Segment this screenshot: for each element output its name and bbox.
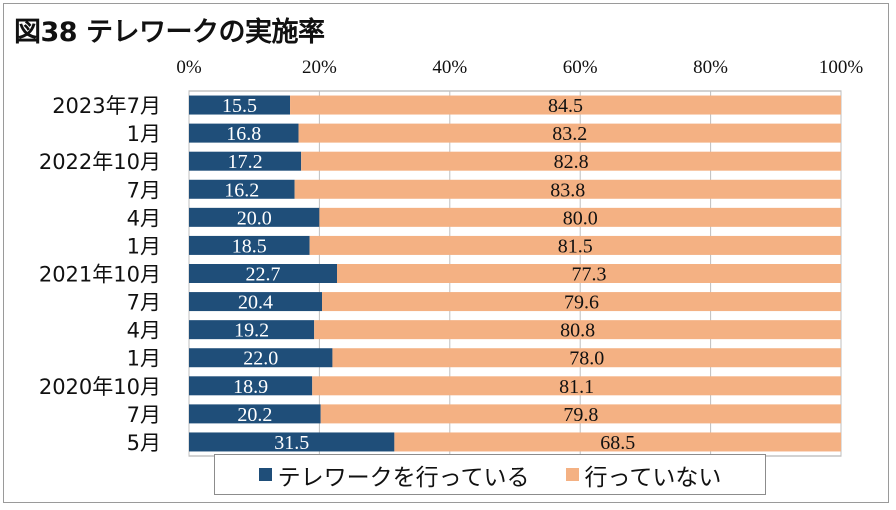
bar-doing xyxy=(189,376,313,396)
bar-not-doing xyxy=(309,235,841,255)
category-label: 7月 xyxy=(127,403,161,427)
x-tick-label: 60% xyxy=(563,57,598,78)
value-label-not-doing: 68.5 xyxy=(600,432,635,454)
value-label-not-doing: 78.0 xyxy=(569,348,604,370)
bar-doing xyxy=(189,95,291,115)
bar-not-doing xyxy=(337,264,841,283)
bar-doing xyxy=(189,123,299,143)
x-tick-label: 40% xyxy=(432,57,467,78)
legend-item-doing: テレワークを行っている xyxy=(258,458,530,492)
bar-doing xyxy=(189,432,395,452)
bar-doing xyxy=(189,179,295,199)
value-label-doing: 20.4 xyxy=(238,292,273,314)
bar-doing xyxy=(189,264,338,283)
value-label-doing: 17.2 xyxy=(228,151,263,173)
chart-title: 図38 テレワークの実施率 xyxy=(14,17,325,48)
bar-not-doing xyxy=(290,95,841,115)
bar-not-doing xyxy=(301,151,841,171)
category-label: 2023年7月 xyxy=(52,94,161,118)
value-label-doing: 15.5 xyxy=(222,95,257,117)
value-label-doing: 16.8 xyxy=(226,123,261,145)
value-label-doing: 20.2 xyxy=(237,404,272,426)
legend-swatch-doing xyxy=(258,468,272,481)
x-tick-label: 0% xyxy=(176,57,202,78)
bar-doing xyxy=(189,235,310,255)
value-label-not-doing: 82.8 xyxy=(554,151,589,173)
bar-not-doing xyxy=(294,179,841,199)
bar-not-doing xyxy=(394,432,841,452)
category-label: 1月 xyxy=(127,122,161,146)
legend-label-doing: テレワークを行っている xyxy=(277,464,530,491)
x-tick-label: 20% xyxy=(302,57,337,78)
legend-label-not-doing: 行っていない xyxy=(584,464,722,491)
legend-swatch-not-doing xyxy=(565,468,579,481)
value-label-doing: 31.5 xyxy=(274,432,309,454)
value-label-not-doing: 79.6 xyxy=(564,292,599,314)
bar-not-doing xyxy=(298,123,841,143)
category-label: 5月 xyxy=(127,431,161,455)
bar-not-doing xyxy=(319,207,841,227)
category-label: 2021年10月 xyxy=(39,263,161,287)
category-label: 2020年10月 xyxy=(39,375,161,399)
category-label: 7月 xyxy=(127,178,161,202)
value-label-not-doing: 80.0 xyxy=(563,207,598,229)
bar-doing xyxy=(189,348,333,368)
value-label-doing: 22.0 xyxy=(243,348,278,370)
value-label-doing: 22.7 xyxy=(246,264,281,286)
category-label: 4月 xyxy=(127,319,161,343)
bar-doing xyxy=(189,151,302,171)
category-label: 1月 xyxy=(127,234,161,258)
category-label: 7月 xyxy=(127,291,161,315)
value-label-not-doing: 81.1 xyxy=(559,376,594,398)
bar-doing xyxy=(189,207,320,227)
value-label-not-doing: 79.8 xyxy=(563,404,598,426)
x-tick-label: 80% xyxy=(693,57,728,78)
value-label-doing: 16.2 xyxy=(224,179,259,201)
value-label-doing: 18.9 xyxy=(233,376,268,398)
category-label: 4月 xyxy=(127,206,161,230)
bar-doing xyxy=(189,404,321,424)
value-label-not-doing: 83.2 xyxy=(552,123,587,145)
legend-item-not-doing: 行っていない xyxy=(565,458,722,492)
bar-not-doing xyxy=(320,404,842,424)
bar-doing xyxy=(189,292,323,312)
value-label-not-doing: 80.8 xyxy=(560,320,595,342)
value-label-doing: 18.5 xyxy=(232,235,267,257)
value-label-not-doing: 81.5 xyxy=(558,235,593,257)
bar-not-doing xyxy=(314,320,842,340)
bar-doing xyxy=(189,320,315,340)
category-label: 2022年10月 xyxy=(39,150,161,174)
value-label-not-doing: 84.5 xyxy=(548,95,583,117)
category-label: 1月 xyxy=(127,347,161,371)
x-tick-label: 100% xyxy=(819,57,864,78)
bar-not-doing xyxy=(322,292,841,312)
value-label-not-doing: 83.8 xyxy=(550,179,585,201)
value-label-doing: 19.2 xyxy=(234,320,269,342)
bar-not-doing xyxy=(312,376,841,396)
value-label-not-doing: 77.3 xyxy=(572,264,607,286)
bar-not-doing xyxy=(332,348,841,368)
legend: テレワークを行っている 行っていない xyxy=(214,454,766,495)
value-label-doing: 20.0 xyxy=(237,207,272,229)
